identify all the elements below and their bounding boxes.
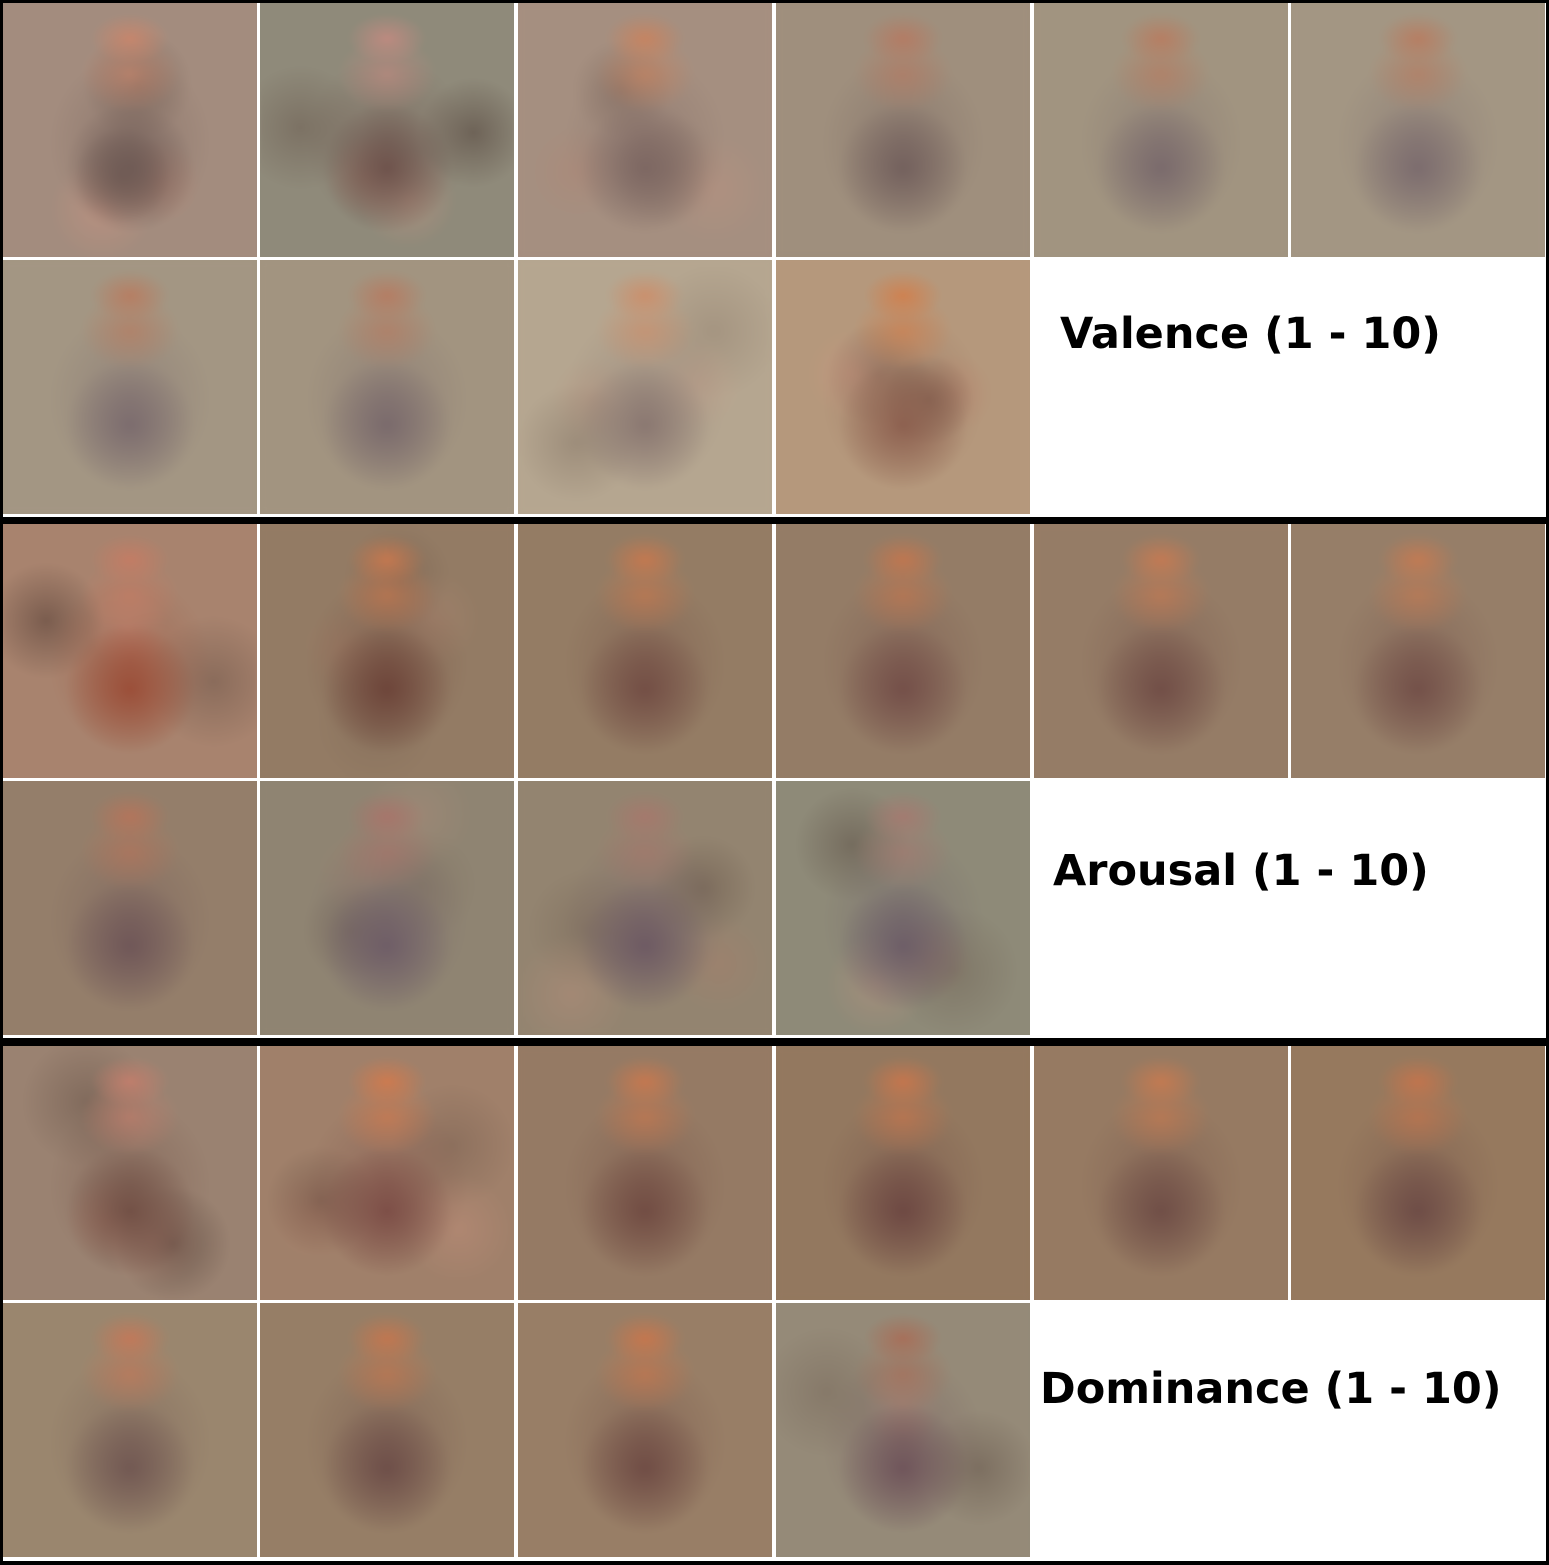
average-face-tile xyxy=(776,3,1030,257)
face-blur-image xyxy=(1034,1046,1288,1300)
face-blur-image xyxy=(1291,524,1545,778)
average-face-tile xyxy=(518,3,772,257)
average-face-tile xyxy=(518,781,772,1035)
dominance-panel: Dominance (1 - 10) xyxy=(3,1046,1546,1561)
average-face-tile xyxy=(260,1046,514,1300)
average-face-tile xyxy=(776,1303,1030,1557)
face-blur-image xyxy=(1291,1046,1545,1300)
average-face-tile xyxy=(260,781,514,1035)
average-face-tile xyxy=(518,1303,772,1557)
valence-panel: Valence (1 - 10) xyxy=(3,3,1546,517)
average-face-tile xyxy=(3,781,257,1035)
face-blur-image xyxy=(3,260,257,514)
face-blur-image xyxy=(518,781,772,1035)
average-face-tile xyxy=(776,1046,1030,1300)
average-face-tile xyxy=(260,3,514,257)
average-face-tile xyxy=(776,524,1030,778)
face-blur-image xyxy=(3,1303,257,1557)
average-face-tile xyxy=(518,260,772,514)
face-blur-image xyxy=(3,781,257,1035)
face-blur-image xyxy=(260,1303,514,1557)
average-face-tile xyxy=(1034,3,1288,257)
face-blur-image xyxy=(260,3,514,257)
face-blur-image xyxy=(3,524,257,778)
face-blur-image xyxy=(1034,3,1288,257)
average-face-tile xyxy=(1034,524,1288,778)
face-blur-image xyxy=(260,524,514,778)
face-blur-image xyxy=(518,3,772,257)
face-blur-image xyxy=(776,524,1030,778)
face-blur-image xyxy=(518,260,772,514)
face-blur-image xyxy=(3,3,257,257)
face-blur-image xyxy=(1291,3,1545,257)
average-face-tile xyxy=(3,3,257,257)
average-face-tile xyxy=(1291,3,1545,257)
face-blur-image xyxy=(260,260,514,514)
average-face-tile xyxy=(3,260,257,514)
average-face-tile xyxy=(3,524,257,778)
face-blur-image xyxy=(776,3,1030,257)
average-face-tile xyxy=(776,781,1030,1035)
average-face-tile xyxy=(260,524,514,778)
average-face-tile xyxy=(776,260,1030,514)
dominance-label: Dominance (1 - 10) xyxy=(1040,1364,1502,1414)
face-blur-image xyxy=(518,1303,772,1557)
face-blur-image xyxy=(260,781,514,1035)
face-blur-image xyxy=(260,1046,514,1300)
average-face-tile xyxy=(3,1046,257,1300)
average-face-tile xyxy=(260,260,514,514)
face-blur-image xyxy=(776,260,1030,514)
average-face-tile xyxy=(1034,1046,1288,1300)
face-blur-image xyxy=(776,1046,1030,1300)
average-face-tile xyxy=(1291,1046,1545,1300)
arousal-panel: Arousal (1 - 10) xyxy=(3,524,1546,1038)
face-blur-image xyxy=(518,1046,772,1300)
face-blur-image xyxy=(776,781,1030,1035)
arousal-label: Arousal (1 - 10) xyxy=(1053,846,1429,896)
face-blur-image xyxy=(518,524,772,778)
face-blur-image xyxy=(776,1303,1030,1557)
average-face-tile xyxy=(518,524,772,778)
average-face-tile xyxy=(260,1303,514,1557)
average-face-tile xyxy=(3,1303,257,1557)
face-blur-image xyxy=(3,1046,257,1300)
average-face-tile xyxy=(518,1046,772,1300)
face-blur-image xyxy=(1034,524,1288,778)
average-face-tile xyxy=(1291,524,1545,778)
valence-label: Valence (1 - 10) xyxy=(1060,309,1441,359)
